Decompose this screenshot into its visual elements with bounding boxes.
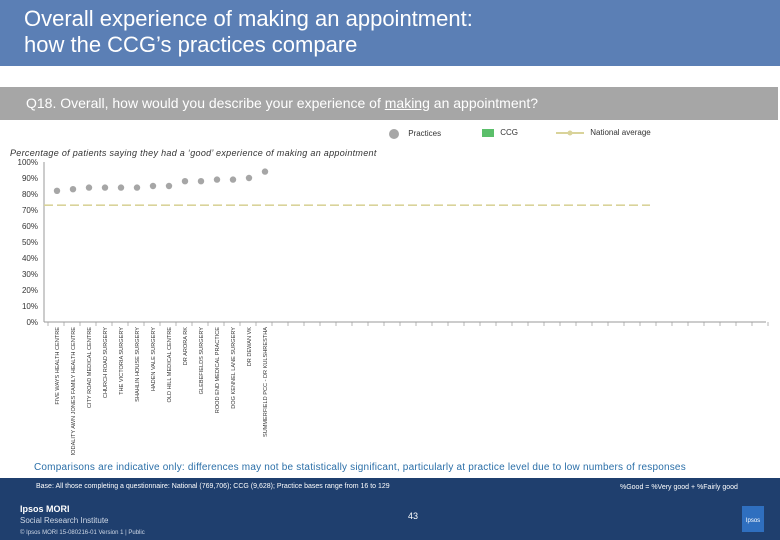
y-tick-label: 60% <box>22 222 38 231</box>
practice-point <box>213 176 221 183</box>
chart-subtitle: Percentage of patients saying they had a… <box>10 148 377 158</box>
question-underlined: making <box>384 95 430 111</box>
question-bar: Q18. Overall, how would you describe you… <box>0 87 778 120</box>
y-tick-label: 100% <box>18 158 38 167</box>
practice-point <box>69 186 77 193</box>
y-tick-label: 70% <box>22 206 38 215</box>
practice-point <box>149 182 157 190</box>
institute-text: Social Research Institute <box>20 516 109 525</box>
category-label: MODALITY AWN JONES FAMILY HEALTH CENTRE <box>71 327 77 455</box>
category-label: CITY ROAD MEDICAL CENTRE <box>87 327 93 408</box>
comparison-note: Comparisons are indicative only: differe… <box>34 462 686 473</box>
question-text: Q18. Overall, how would you describe you… <box>26 95 538 111</box>
legend-practices-marker <box>389 129 399 139</box>
question-suffix: an appointment? <box>429 95 539 111</box>
practice-point <box>53 187 61 194</box>
practice-point <box>245 174 253 182</box>
category-label: THE VICTORIA SURGERY <box>119 327 125 395</box>
page-title: Overall experience of making an appointm… <box>24 6 473 58</box>
title-line-1: Overall experience of making an appointm… <box>24 6 473 31</box>
y-tick-label: 10% <box>22 302 38 311</box>
version-text: © Ipsos MORI 15-080216-01 Version 1 | Pu… <box>20 530 145 536</box>
base-text: Base: All those completing a questionnai… <box>36 483 390 490</box>
badge-label: Ipsos <box>745 518 761 524</box>
practice-point <box>261 168 269 175</box>
y-tick-label: 20% <box>22 286 38 295</box>
footer-bar <box>0 478 780 540</box>
practice-point <box>181 178 189 185</box>
category-label: SUMMERFIELD PCC - DR KULSHRESTHA <box>263 327 269 437</box>
ipsos-logo-text: Ipsos MORI <box>20 504 70 514</box>
legend-ccg-label: CCG <box>500 128 519 138</box>
category-label: DR ARORA RK <box>183 327 189 366</box>
category-label: SHAHLIN HOUSE SURGERY <box>135 327 141 402</box>
legend-national-marker <box>556 130 584 136</box>
legend-practices-label: Practices <box>408 129 442 139</box>
practice-point <box>229 176 237 183</box>
practice-point <box>85 184 93 191</box>
y-tick-label: 80% <box>22 190 38 199</box>
y-tick-label: 0% <box>26 318 38 327</box>
practice-point <box>197 178 205 185</box>
practice-point <box>133 184 141 191</box>
category-label: GLEBEFIELDS SURGERY <box>199 327 205 395</box>
category-label: DR DEWAN VK <box>247 327 253 367</box>
category-label: DOG KENNEL LANE SURGERY <box>231 327 237 409</box>
y-tick-label: 40% <box>22 254 38 263</box>
legend-ccg: CCG <box>482 128 518 142</box>
practice-point <box>165 182 173 190</box>
y-tick-label: 90% <box>22 174 38 183</box>
practice-point <box>117 184 125 191</box>
y-tick-label: 30% <box>22 270 38 279</box>
title-line-2: how the CCG’s practices compare <box>24 32 358 57</box>
category-label: OLD HILL MEDICAL CENTRE <box>167 327 173 403</box>
category-label: HADEN VALE SURGERY <box>151 327 157 391</box>
ipsos-badge-icon: Ipsos <box>742 506 764 532</box>
category-label: FIVE WAYS HEALTH CENTRE <box>55 327 61 405</box>
legend-practices: Practices <box>388 128 441 142</box>
page-number: 43 <box>408 511 419 521</box>
y-tick-label: 50% <box>22 238 38 247</box>
legend-national-label: National average <box>590 128 651 138</box>
category-label: ROOD END MEDICAL PRACTICE <box>215 327 221 413</box>
chart-area: 0% 10% 20% 30% 40% 50% 60% 70% 80% 90% 100% FIVE WA… <box>18 158 769 455</box>
definition-text: %Good = %Very good + %Fairly good <box>620 484 738 491</box>
question-prefix: Q18. Overall, how would you describe you… <box>26 95 385 111</box>
header-banner: Overall experience of making an appointm… <box>0 0 780 66</box>
practice-point <box>101 184 109 191</box>
legend-ccg-marker <box>482 129 494 137</box>
legend-national: National average <box>556 128 651 142</box>
category-label: CHURCH ROAD SURGERY <box>103 327 109 398</box>
